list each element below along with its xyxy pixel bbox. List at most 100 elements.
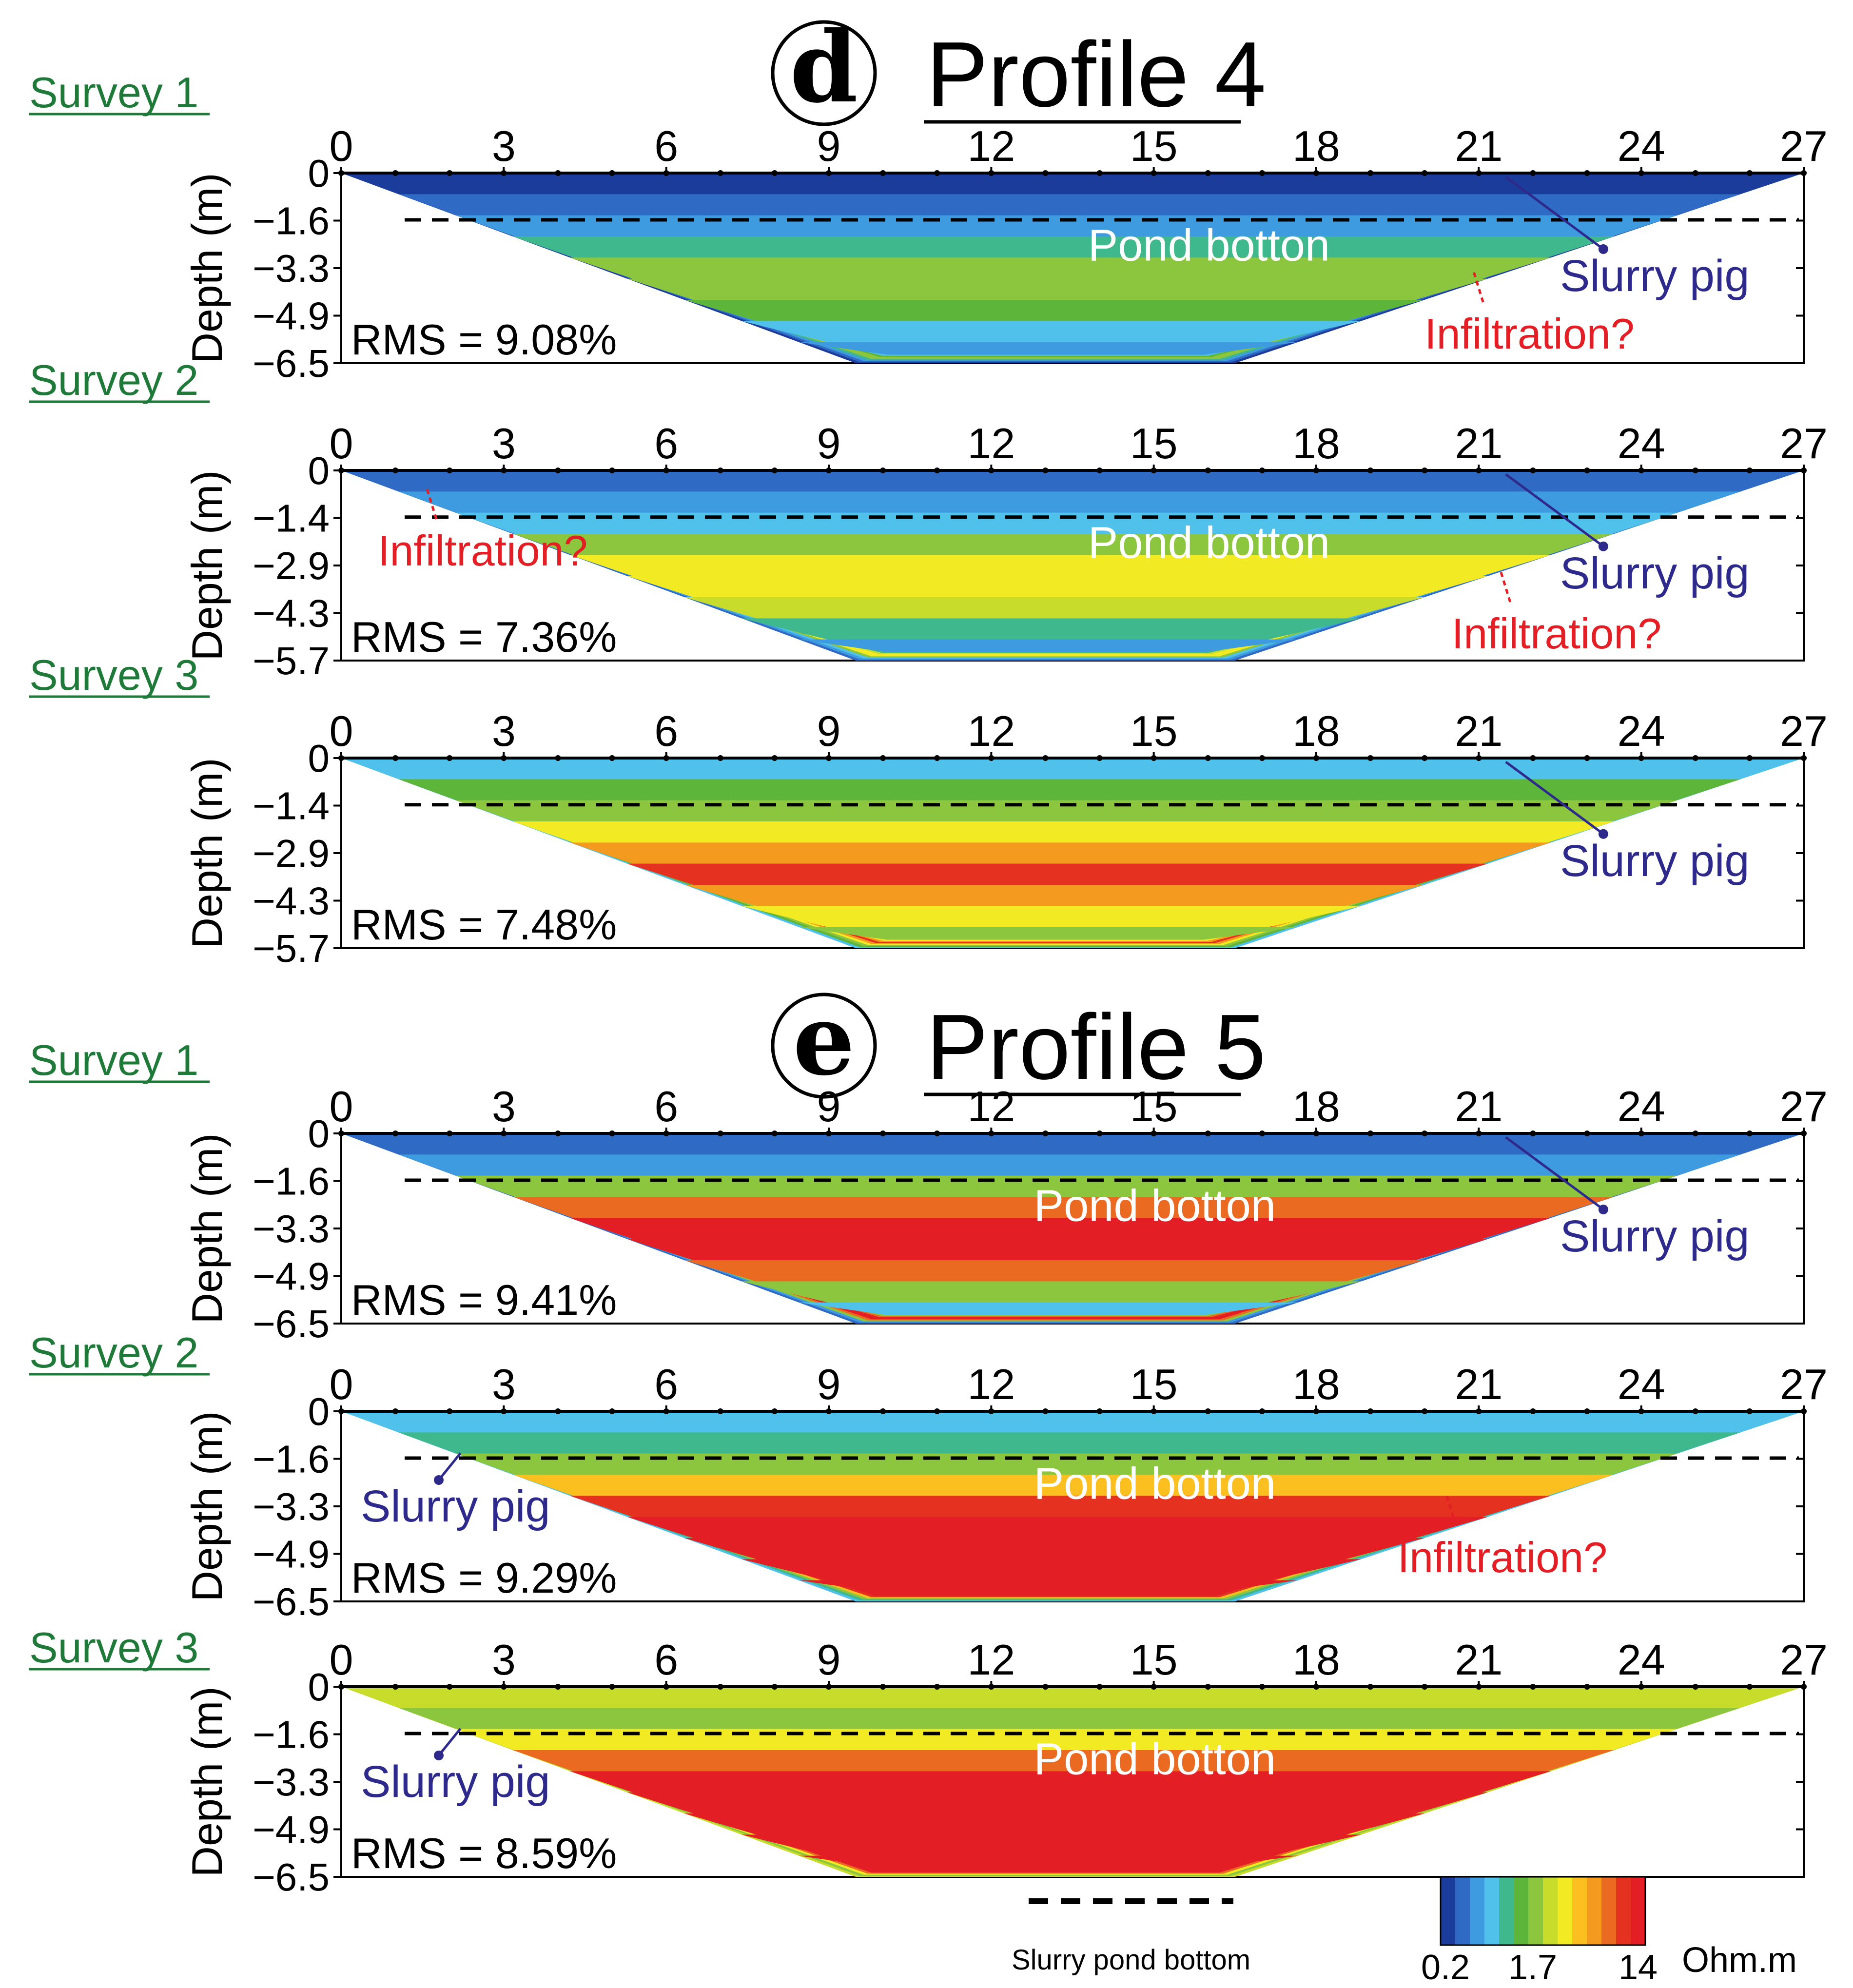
slurry-pig-arrowhead (1598, 541, 1608, 551)
electrode-marker (555, 468, 561, 473)
letter-circle (771, 20, 877, 126)
electrode-marker (1422, 170, 1428, 176)
electrode-marker (392, 755, 399, 761)
y-tick-label: −2.9 (253, 832, 330, 875)
y-tick-label: 0 (308, 152, 330, 195)
x-tick-label: 9 (817, 1082, 841, 1130)
resistivity-layer (799, 639, 1298, 652)
electrode-marker (771, 468, 778, 473)
slurry-pig-arrow (1505, 1136, 1604, 1211)
infiltration-label: Infiltration? (1424, 310, 1634, 358)
electrode-marker (717, 1130, 723, 1136)
slurry-pig-arrowhead (434, 1751, 444, 1760)
electrode-marker (717, 170, 723, 176)
survey-label: Survey 3 (29, 1623, 198, 1672)
x-tick-label: 18 (1292, 707, 1340, 755)
x-tick-label: 6 (654, 122, 678, 170)
x-tick-label: 24 (1618, 122, 1665, 170)
pond-bottom-label: Pond botton (1034, 1181, 1276, 1230)
electrode-marker (1530, 468, 1536, 473)
x-tick-label: 9 (817, 419, 841, 468)
rms-label: RMS = 9.41% (351, 1276, 617, 1324)
electrode-marker (880, 1684, 886, 1690)
slurry-pig-arrow (1505, 473, 1604, 547)
electrode-marker (447, 1130, 453, 1136)
infiltration-label: Infiltration? (1452, 609, 1661, 658)
electrode-marker (1205, 755, 1211, 761)
electrode-marker (1259, 1130, 1265, 1136)
x-tick-label: 12 (967, 707, 1015, 755)
x-tick-label: 12 (967, 1360, 1015, 1408)
electrode-marker (1096, 1684, 1103, 1690)
electrode-marker (1367, 468, 1374, 473)
electrode-marker (717, 755, 723, 761)
legend: Slurry pond bottom 0.2 1.7 14 Ohm.m (1012, 1876, 1797, 1987)
electrode-marker (609, 468, 615, 473)
electrode-marker (1746, 755, 1753, 761)
y-tick-label: −4.9 (253, 1533, 330, 1576)
electrode-marker (555, 1408, 561, 1414)
x-tick-label: 18 (1292, 122, 1340, 170)
electrode-marker (555, 1684, 561, 1690)
electrode-marker (1692, 755, 1698, 761)
x-tick-label: 18 (1292, 1360, 1340, 1408)
electrode-marker (1584, 1130, 1590, 1136)
profile-title: Profile 4 (926, 23, 1266, 126)
electrode-marker (1042, 1130, 1049, 1136)
electrode-marker (880, 468, 886, 473)
electrode-marker (1692, 1130, 1698, 1136)
x-tick-label: 0 (330, 1636, 353, 1684)
y-tick-label: −1.4 (253, 497, 330, 540)
x-tick-label: 27 (1780, 419, 1828, 468)
electrode-marker (934, 755, 940, 761)
x-tick-label: 12 (967, 1082, 1015, 1130)
electrode-marker (447, 755, 453, 761)
infiltration-label: Infiltration? (378, 526, 587, 575)
electrode-marker (1205, 1130, 1211, 1136)
rms-label: RMS = 9.29% (351, 1554, 617, 1602)
electrode-marker (1530, 755, 1536, 761)
x-tick-label: 21 (1455, 419, 1502, 468)
electrode-marker (555, 1130, 561, 1136)
x-tick-label: 3 (492, 1360, 516, 1408)
y-tick-label: −3.3 (253, 1760, 330, 1804)
electrode-marker (1096, 1130, 1103, 1136)
resistivity-layer (799, 1855, 1298, 1869)
slurry-pig-label: Slurry pig (1560, 548, 1750, 598)
electrode-marker (1367, 1130, 1374, 1136)
electrode-marker (1042, 468, 1049, 473)
profile-title: Profile 5 (926, 995, 1266, 1099)
electrode-marker (447, 170, 453, 176)
colorbar-unit: Ohm.m (1682, 1941, 1797, 1980)
y-tick-label: −5.7 (253, 639, 330, 682)
slurry-pig-arrowhead (1598, 244, 1608, 254)
x-tick-label: 12 (967, 122, 1015, 170)
y-tick-label: −4.9 (253, 1255, 330, 1298)
y-tick-label: −2.9 (253, 544, 330, 587)
colorbar-tick-label: 1.7 (1508, 1948, 1557, 1987)
x-tick-label: 27 (1780, 122, 1828, 170)
y-tick-label: −5.7 (253, 927, 330, 970)
electrode-marker (934, 170, 940, 176)
rms-label: RMS = 8.59% (351, 1829, 617, 1877)
x-tick-label: 27 (1780, 1082, 1828, 1130)
x-tick-label: 15 (1130, 1636, 1178, 1684)
x-tick-label: 27 (1780, 707, 1828, 755)
x-tick-label: 0 (330, 1082, 353, 1130)
electrode-marker (880, 1408, 886, 1414)
electrode-marker (392, 1684, 399, 1690)
x-tick-label: 12 (967, 1636, 1015, 1684)
x-tick-label: 18 (1292, 1636, 1340, 1684)
slurry-pig-arrow (438, 1452, 462, 1481)
y-tick-label: −4.3 (253, 879, 330, 923)
colorbar-swatch (1558, 1877, 1573, 1945)
electrode-marker (771, 755, 778, 761)
electrode-marker (555, 755, 561, 761)
rms-label: RMS = 7.36% (351, 613, 617, 661)
slurry-pig-label: Slurry pig (1560, 251, 1750, 301)
electrode-marker (1096, 468, 1103, 473)
colorbar-swatch (1572, 1877, 1587, 1945)
x-tick-label: 6 (654, 1636, 678, 1684)
x-tick-label: 3 (492, 1636, 516, 1684)
